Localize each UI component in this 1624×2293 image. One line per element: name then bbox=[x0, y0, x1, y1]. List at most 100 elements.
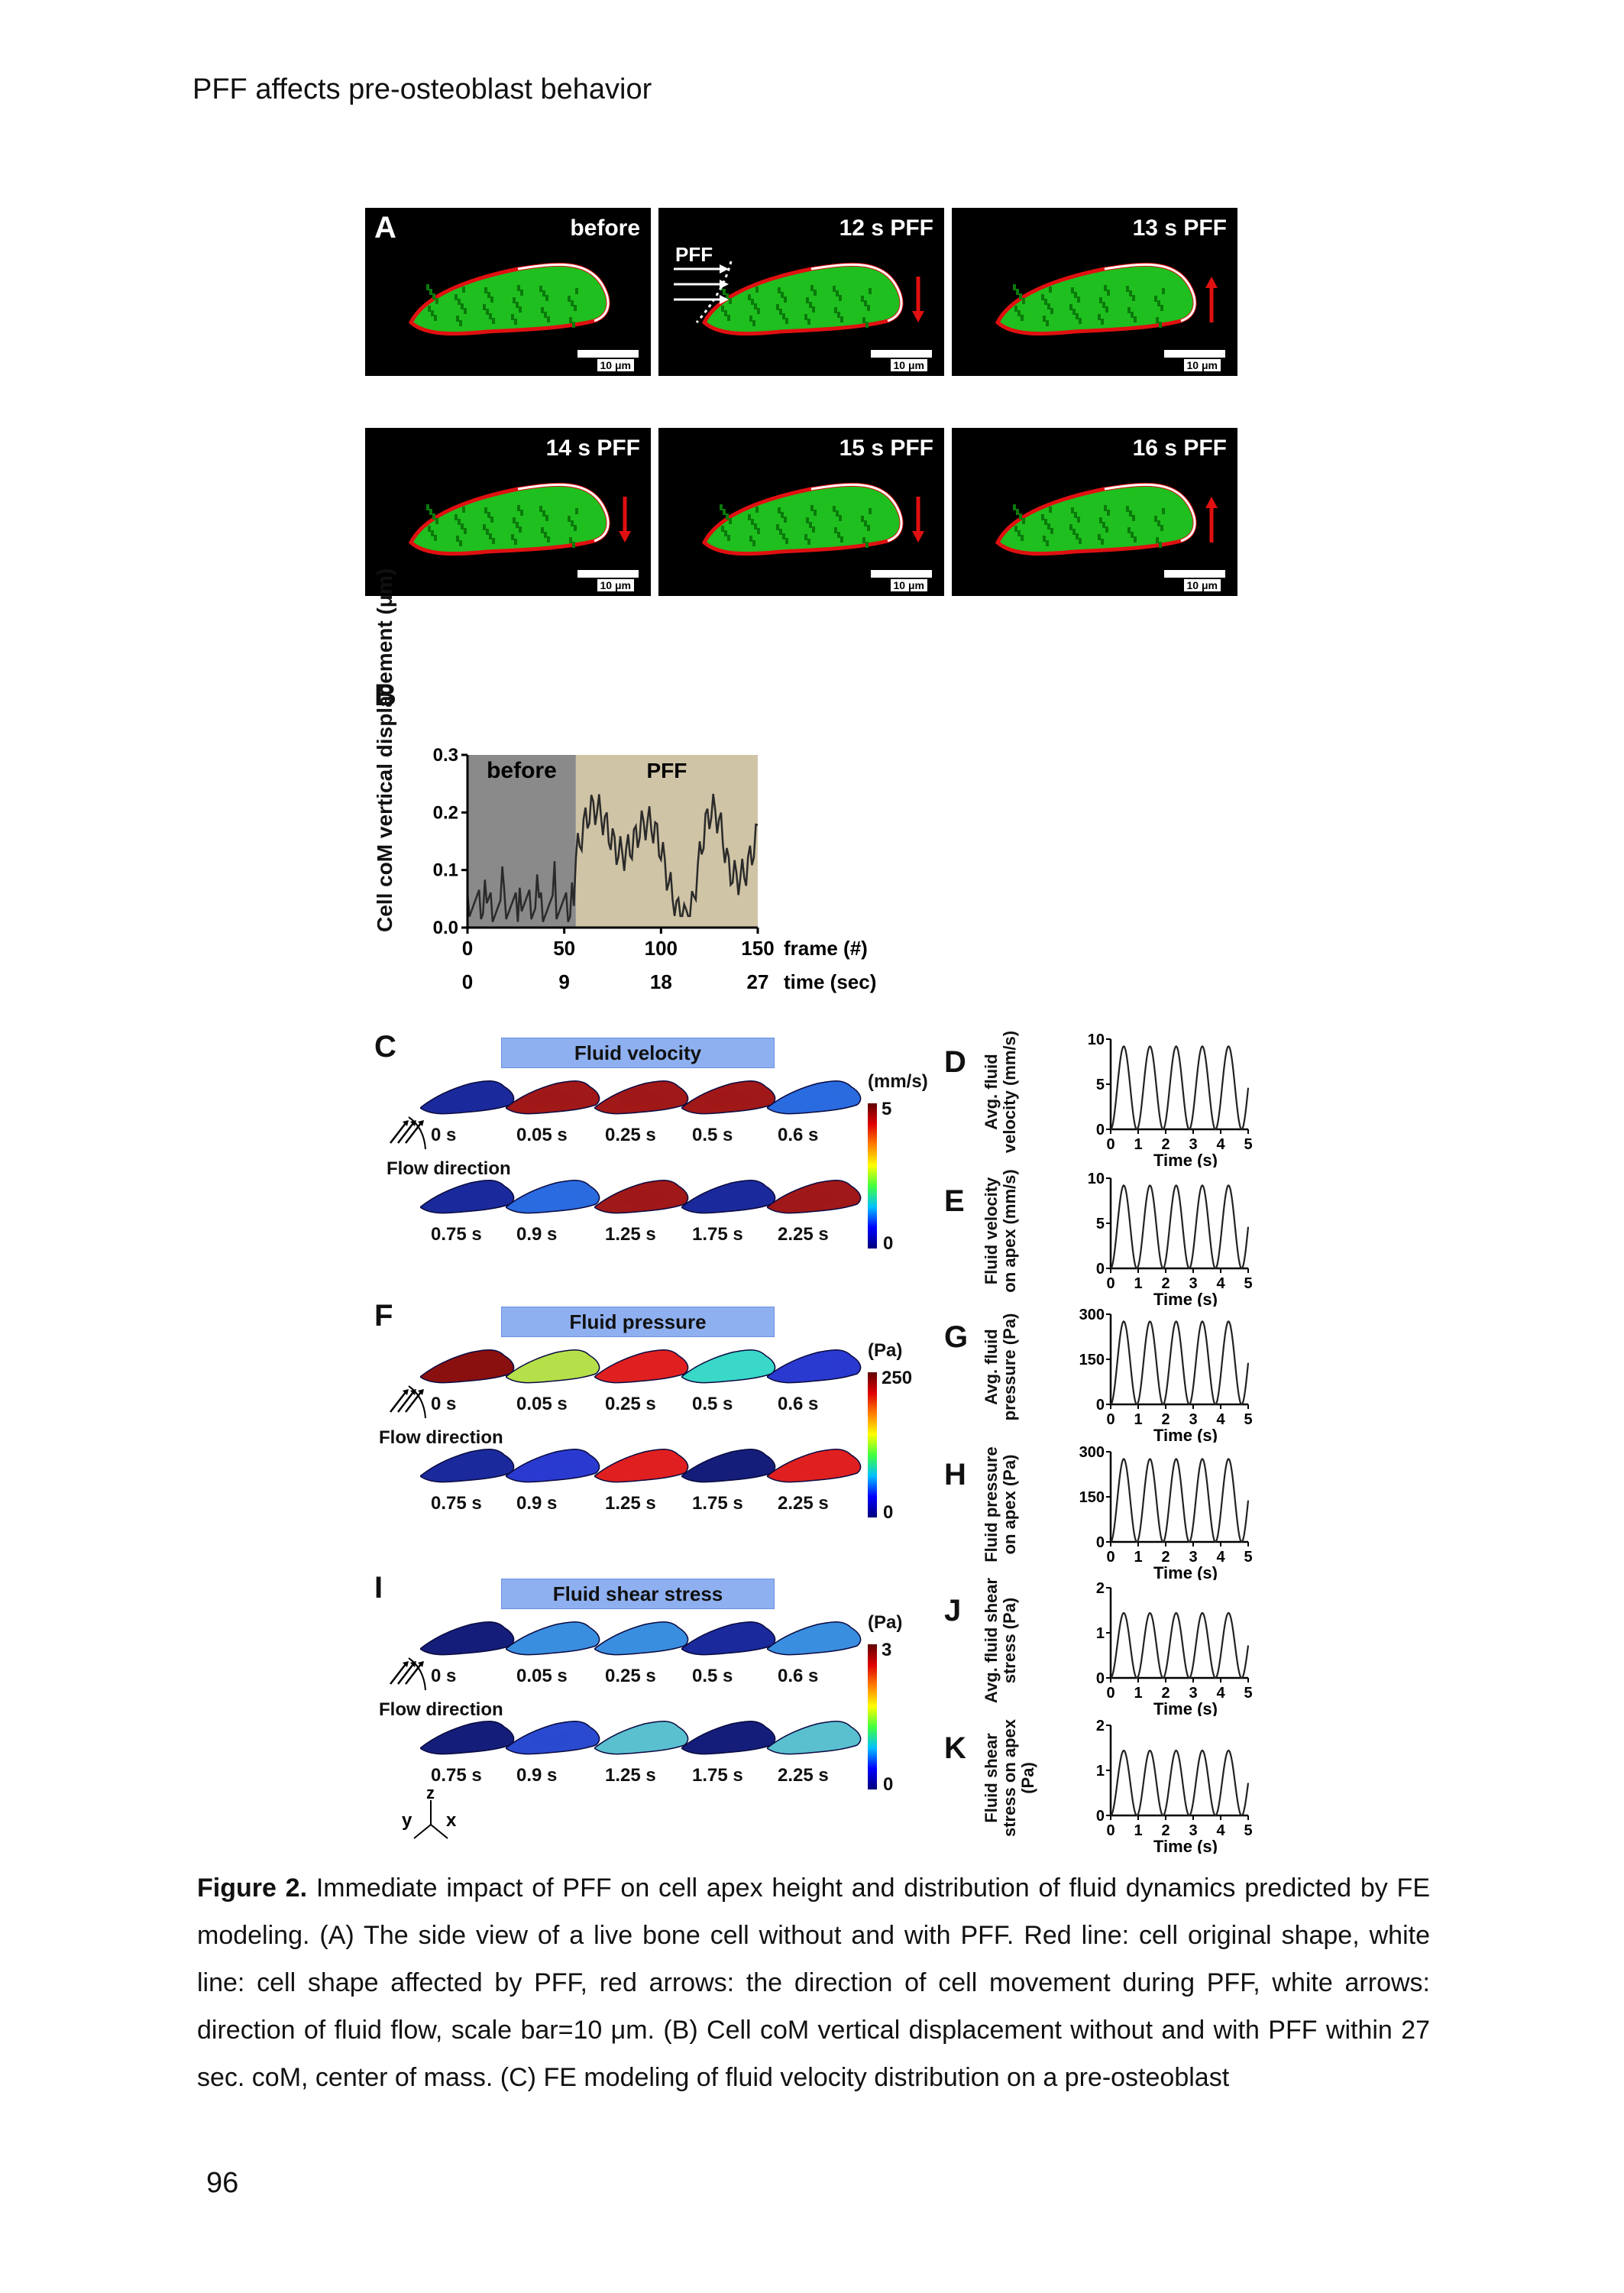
time-label: 1.75 s bbox=[692, 1765, 743, 1786]
x-tick-label: 1 bbox=[1134, 1411, 1142, 1428]
tile-label: 15 s PFF bbox=[839, 436, 933, 461]
panel-letter: F bbox=[374, 1299, 393, 1333]
tile-label: 12 s PFF bbox=[839, 215, 933, 241]
colorbar bbox=[868, 1644, 877, 1789]
frame-tick-label: 50 bbox=[553, 937, 575, 960]
x-tick-label: 0 bbox=[1106, 1685, 1114, 1702]
y-axis-label: Avg. fluid pressure (Pa) bbox=[982, 1313, 1019, 1421]
page-number: 96 bbox=[206, 2167, 239, 2199]
x-tick-label: 1 bbox=[1134, 1549, 1142, 1566]
panel-letter: H bbox=[944, 1458, 966, 1491]
cell-heatmap bbox=[594, 1349, 689, 1384]
y-axis-label: Avg. fluid shear stress (Pa) bbox=[982, 1577, 1019, 1704]
sinusoid-plot: 0 5 10 0 1 2 3 4 5 Time (s) bbox=[1088, 1032, 1253, 1168]
time-label: 1.25 s bbox=[605, 1224, 656, 1245]
colorbar-unit: (Pa) bbox=[868, 1340, 903, 1361]
sinusoid-plot: 0 1 2 0 1 2 3 4 5 Time (s) bbox=[1096, 1718, 1253, 1854]
y-axis-label: Avg. fluid velocity (mm/s) bbox=[982, 1030, 1019, 1154]
time-tick-label: 0 bbox=[462, 970, 473, 993]
time-label: 0.05 s bbox=[516, 1666, 568, 1686]
micrograph-tile: 15 s PFF 10 μm bbox=[658, 428, 944, 596]
time-label: 0.75 s bbox=[431, 1224, 482, 1245]
quantity-band: Fluid velocity bbox=[501, 1038, 775, 1068]
x-axis-label: Time (s) bbox=[1153, 1837, 1218, 1854]
tile-label: 13 s PFF bbox=[1132, 215, 1227, 241]
time-label: 0.75 s bbox=[431, 1493, 482, 1514]
panel-letter: B bbox=[374, 679, 396, 712]
y-tick-label: 0.3 bbox=[433, 745, 458, 766]
displacement-trace bbox=[466, 793, 759, 922]
time-tick-label: 18 bbox=[650, 970, 672, 993]
x-tick-label: 3 bbox=[1189, 1549, 1197, 1566]
cell-heatmap bbox=[506, 1180, 600, 1214]
panel-letter: J bbox=[944, 1594, 962, 1627]
x-tick-label: 0 bbox=[1106, 1549, 1114, 1566]
cell-image bbox=[408, 482, 631, 556]
x-tick-label: 1 bbox=[1134, 1275, 1142, 1292]
time-label: 1.25 s bbox=[605, 1493, 656, 1514]
colorbar-unit: (mm/s) bbox=[868, 1071, 928, 1092]
cell-heatmap bbox=[767, 1080, 862, 1115]
cell-heatmap bbox=[594, 1721, 689, 1755]
cell-heatmap bbox=[594, 1621, 689, 1656]
sinusoid-trace bbox=[1110, 1611, 1250, 1679]
scale-bar bbox=[1164, 570, 1225, 578]
x-tick-label: 4 bbox=[1216, 1136, 1225, 1153]
scale-bar bbox=[577, 570, 639, 578]
x-tick-label: 3 bbox=[1189, 1411, 1197, 1428]
y-tick-label: 0 bbox=[1096, 1534, 1105, 1551]
panel-letter: K bbox=[944, 1731, 966, 1765]
sinusoid-trace bbox=[1110, 1184, 1250, 1270]
scale-bar bbox=[577, 350, 639, 358]
x-tick-label: 3 bbox=[1189, 1275, 1197, 1292]
sinusoid-trace bbox=[1110, 1458, 1250, 1543]
cell-heatmap bbox=[767, 1180, 862, 1214]
panel-letter: G bbox=[944, 1320, 969, 1354]
cell-heatmap bbox=[681, 1349, 776, 1384]
x-tick-label: 5 bbox=[1244, 1822, 1252, 1839]
y-tick-label: 1 bbox=[1096, 1763, 1105, 1780]
sinusoid-trace bbox=[1110, 1749, 1250, 1817]
time-label: 2.25 s bbox=[778, 1224, 829, 1245]
tile-label: before bbox=[570, 215, 640, 241]
sinusoid-plot: 0 150 300 0 1 2 3 4 5 Time (s) bbox=[1079, 1444, 1253, 1580]
panel-letter: D bbox=[944, 1045, 966, 1079]
x-tick-label: 3 bbox=[1189, 1822, 1197, 1839]
time-label: 0.6 s bbox=[778, 1125, 819, 1145]
x-tick-label: 2 bbox=[1161, 1411, 1169, 1428]
scale-text: 10 μm bbox=[890, 579, 927, 591]
time-tick-label: 27 bbox=[747, 970, 769, 993]
x-axis-label: Time (s) bbox=[1153, 1290, 1218, 1307]
x-tick-label: 5 bbox=[1244, 1411, 1252, 1428]
frame-tick-label: 0 bbox=[462, 937, 473, 960]
y-tick-label: 0 bbox=[1096, 1808, 1105, 1825]
time-label: 0.6 s bbox=[778, 1394, 819, 1414]
cell-image bbox=[995, 262, 1218, 336]
time-label: 0.9 s bbox=[516, 1493, 558, 1514]
x-axis-label: Time (s) bbox=[1153, 1699, 1218, 1716]
x-tick-label: 5 bbox=[1244, 1136, 1252, 1153]
scale-text: 10 μm bbox=[1183, 359, 1221, 371]
svg-text:z: z bbox=[426, 1788, 435, 1802]
x-axis-label: Time (s) bbox=[1153, 1151, 1218, 1168]
flow-direction-label: Flow direction bbox=[379, 1427, 503, 1448]
cell-heatmap bbox=[506, 1080, 600, 1115]
y-axis-label: Cell coM vertical displacement (μm) bbox=[373, 568, 396, 932]
time-label: 0.6 s bbox=[778, 1666, 819, 1686]
cell-heatmap bbox=[767, 1349, 862, 1384]
time-label: 0.05 s bbox=[516, 1125, 568, 1145]
cell-heatmap bbox=[420, 1349, 515, 1384]
x-tick-label: 2 bbox=[1161, 1685, 1169, 1702]
displacement-plot: 0.0 0.1 0.2 0.3 0 0 50 9 100 18 150 27 frame (#) time… bbox=[433, 745, 877, 993]
cell-heatmap bbox=[506, 1349, 600, 1384]
cell-heatmap bbox=[767, 1449, 862, 1483]
sinusoid-plot: 0 5 10 0 1 2 3 4 5 Time (s) bbox=[1088, 1171, 1253, 1307]
time-label: 0.9 s bbox=[516, 1765, 558, 1786]
cell-heatmap bbox=[767, 1621, 862, 1656]
quantity-band: Fluid shear stress bbox=[501, 1579, 775, 1609]
figure-caption: Figure 2. Immediate impact of PFF on cel… bbox=[197, 1864, 1430, 2101]
svg-text:y: y bbox=[402, 1810, 412, 1831]
y-tick-label: 0 bbox=[1096, 1397, 1105, 1414]
x-tick-label: 0 bbox=[1106, 1136, 1114, 1153]
panel-letter: I bbox=[374, 1571, 383, 1605]
